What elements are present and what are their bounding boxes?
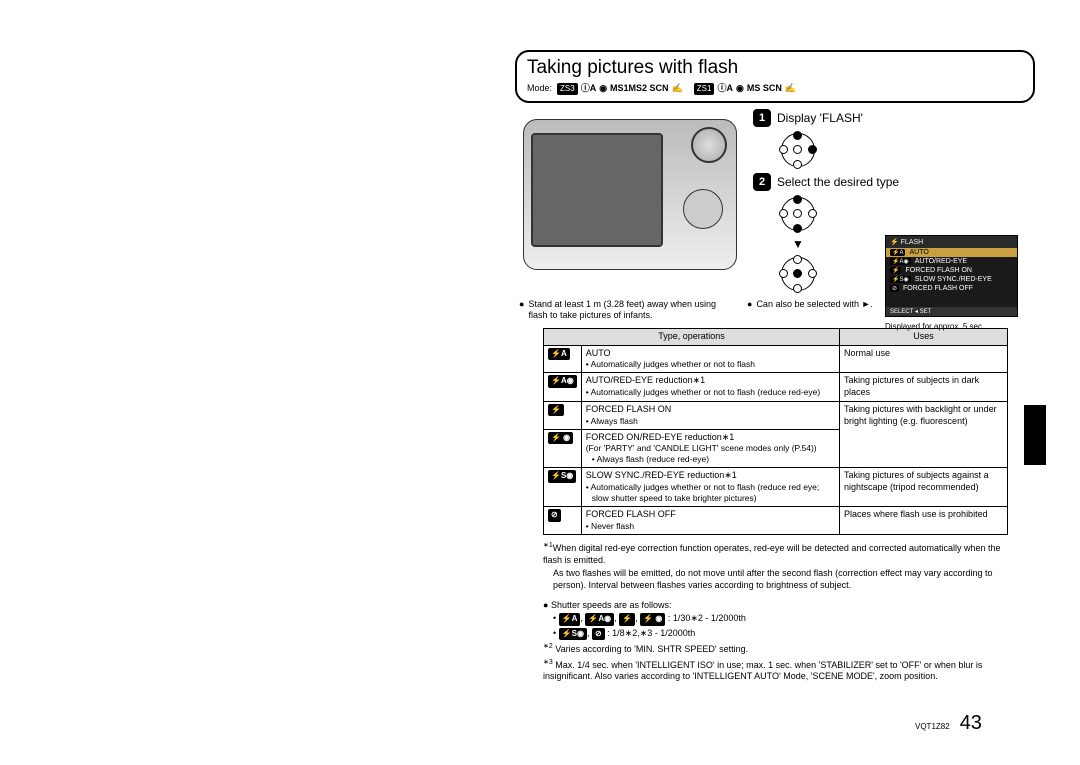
title-box: Taking pictures with flash Mode: ZS3 ⓘA … <box>515 50 1035 103</box>
row-title: SLOW SYNC./RED-EYE reduction∗1 <box>586 470 737 480</box>
flash-autoredeye-icon: ⚡A◉ <box>548 375 577 387</box>
mode-ia-icon-2: ⓘA <box>717 83 733 95</box>
row-desc: • Automatically judges whether or not to… <box>586 359 835 370</box>
row-desc: • Always flash <box>586 416 835 427</box>
flash-off-icon: ⊘ <box>548 509 561 521</box>
mode-camera-icon-2: ◉ <box>736 83 744 95</box>
menu-caption: Displayed for approx. 5 sec. <box>885 322 1025 331</box>
row-use: Normal use <box>840 345 1008 373</box>
footnote-3: Max. 1/4 sec. when 'INTELLIGENT ISO' in … <box>543 660 982 682</box>
row-desc: • Automatically judges whether or not to… <box>586 387 835 398</box>
dpad-center-icon <box>781 257 815 291</box>
step-2: 2 Select the desired type <box>753 173 1035 191</box>
shutter-intro: Shutter speeds are as follows: <box>551 600 672 610</box>
bullet-icon: ● <box>519 299 524 322</box>
table-row: ⚡S◉ SLOW SYNC./RED-EYE reduction∗1 • Auto… <box>544 468 1008 507</box>
page-number: 43 <box>960 712 982 735</box>
dpad-updown-icon <box>781 197 815 231</box>
doc-code: VQT1Z82 <box>915 722 950 731</box>
row-use: Taking pictures of subjects in dark plac… <box>840 373 1008 401</box>
flash-forced-icon: ⚡ <box>548 404 564 416</box>
mode-badge-zs3: ZS3 <box>557 83 578 95</box>
table-header-uses: Uses <box>840 329 1008 346</box>
footnotes: ∗1When digital red-eye correction functi… <box>543 541 1013 683</box>
manual-page: Taking pictures with flash Mode: ZS3 ⓘA … <box>515 0 1035 683</box>
footnote-1b: As two flashes will be emitted, do not m… <box>543 568 1013 591</box>
row-title: AUTO <box>586 348 611 358</box>
row-use: Taking pictures of subjects against a ni… <box>840 468 1008 507</box>
flash-types-table: Type, operations Uses ⚡A AUTO• Automatic… <box>543 328 1008 535</box>
mode-clip-icon-2: ✍ <box>785 83 796 95</box>
shutter-line-2: : 1/8∗2,∗3 - 1/2000th <box>605 628 696 638</box>
page-footer: VQT1Z82 43 <box>915 712 982 735</box>
flash-slowsync-icon: ⚡S◉ <box>548 470 576 482</box>
table-row: ⚡A AUTO• Automatically judges whether or… <box>544 345 1008 373</box>
row-title: FORCED ON/RED-EYE reduction∗1 <box>586 432 735 442</box>
row-title: FORCED FLASH ON <box>586 404 672 414</box>
step-1: 1 Display 'FLASH' <box>753 109 1035 127</box>
mode-camera-icon: ◉ <box>599 83 607 95</box>
row-title: AUTO/RED-EYE reduction∗1 <box>586 375 705 385</box>
row-desc: • Automatically judges whether or not to… <box>586 482 835 504</box>
step-number-2: 2 <box>753 173 771 191</box>
row-title: FORCED FLASH OFF <box>586 509 676 519</box>
flash-menu-screenshot: ⚡ FLASH ⚡AAUTO ⚡A◉AUTO/RED-EYE ⚡FORCED F… <box>885 235 1018 317</box>
mode-label: Mode: <box>527 83 552 95</box>
mode-badge-zs1: ZS1 <box>694 83 715 95</box>
menu-row-off: ⊘FORCED FLASH OFF <box>886 284 1017 293</box>
shutter-line-1: : 1/30∗2 - 1/2000th <box>665 613 746 623</box>
footnote-2: Varies according to 'MIN. SHTR SPEED' se… <box>555 644 748 654</box>
row-desc: • Never flash <box>586 521 835 532</box>
row-use: Places where flash use is prohibited <box>840 507 1008 535</box>
step-text-1: Display 'FLASH' <box>777 109 863 127</box>
down-arrow-icon: ▼ <box>781 237 815 253</box>
step-text-2: Select the desired type <box>777 173 899 191</box>
table-row: ⚡A◉ AUTO/RED-EYE reduction∗1 • Automatica… <box>544 373 1008 401</box>
row-use: Taking pictures with backlight or under … <box>840 401 1008 468</box>
bullet-icon: ● <box>747 299 752 322</box>
flash-auto-icon: ⚡A <box>548 348 570 360</box>
table-row: ⊘ FORCED FLASH OFF • Never flash Places w… <box>544 507 1008 535</box>
note-rightarrow: Can also be selected with ►. <box>756 299 872 322</box>
footnote-1: When digital red-eye correction function… <box>543 543 1001 565</box>
mode-ia-icon: ⓘA <box>581 83 597 95</box>
mode-line: Mode: ZS3 ⓘA ◉ MS1MS2 SCN ✍ ZS1 ⓘA ◉ MS … <box>527 83 1023 95</box>
row-desc: (For 'PARTY' and 'CANDLE LIGHT' scene mo… <box>586 443 835 465</box>
menu-row-forced: ⚡FORCED FLASH ON <box>886 266 1017 275</box>
menu-footer: SELECT ◂ SET <box>886 307 1017 316</box>
table-header-types: Type, operations <box>544 329 840 346</box>
menu-row-autore: ⚡A◉AUTO/RED-EYE <box>886 257 1017 266</box>
mode-clip-icon: ✍ <box>672 83 683 95</box>
menu-row-slow: ⚡S◉SLOW SYNC./RED-EYE <box>886 275 1017 284</box>
camera-illustration <box>515 109 745 284</box>
page-title: Taking pictures with flash <box>527 56 1023 81</box>
flash-forcedredeye-icon: ⚡ ◉ <box>548 432 573 444</box>
note-infants: Stand at least 1 m (3.28 feet) away when… <box>528 299 729 322</box>
dpad-right-icon <box>781 133 815 167</box>
menu-row-auto: ⚡AAUTO <box>886 248 1017 257</box>
mode-text-1: MS1MS2 SCN <box>610 83 669 95</box>
section-tab <box>1024 405 1046 465</box>
mode-text-2: MS SCN <box>747 83 782 95</box>
table-row: ⚡ FORCED FLASH ON• Always flash Taking p… <box>544 401 1008 429</box>
step-number-1: 1 <box>753 109 771 127</box>
menu-header: ⚡ FLASH <box>886 236 1017 248</box>
